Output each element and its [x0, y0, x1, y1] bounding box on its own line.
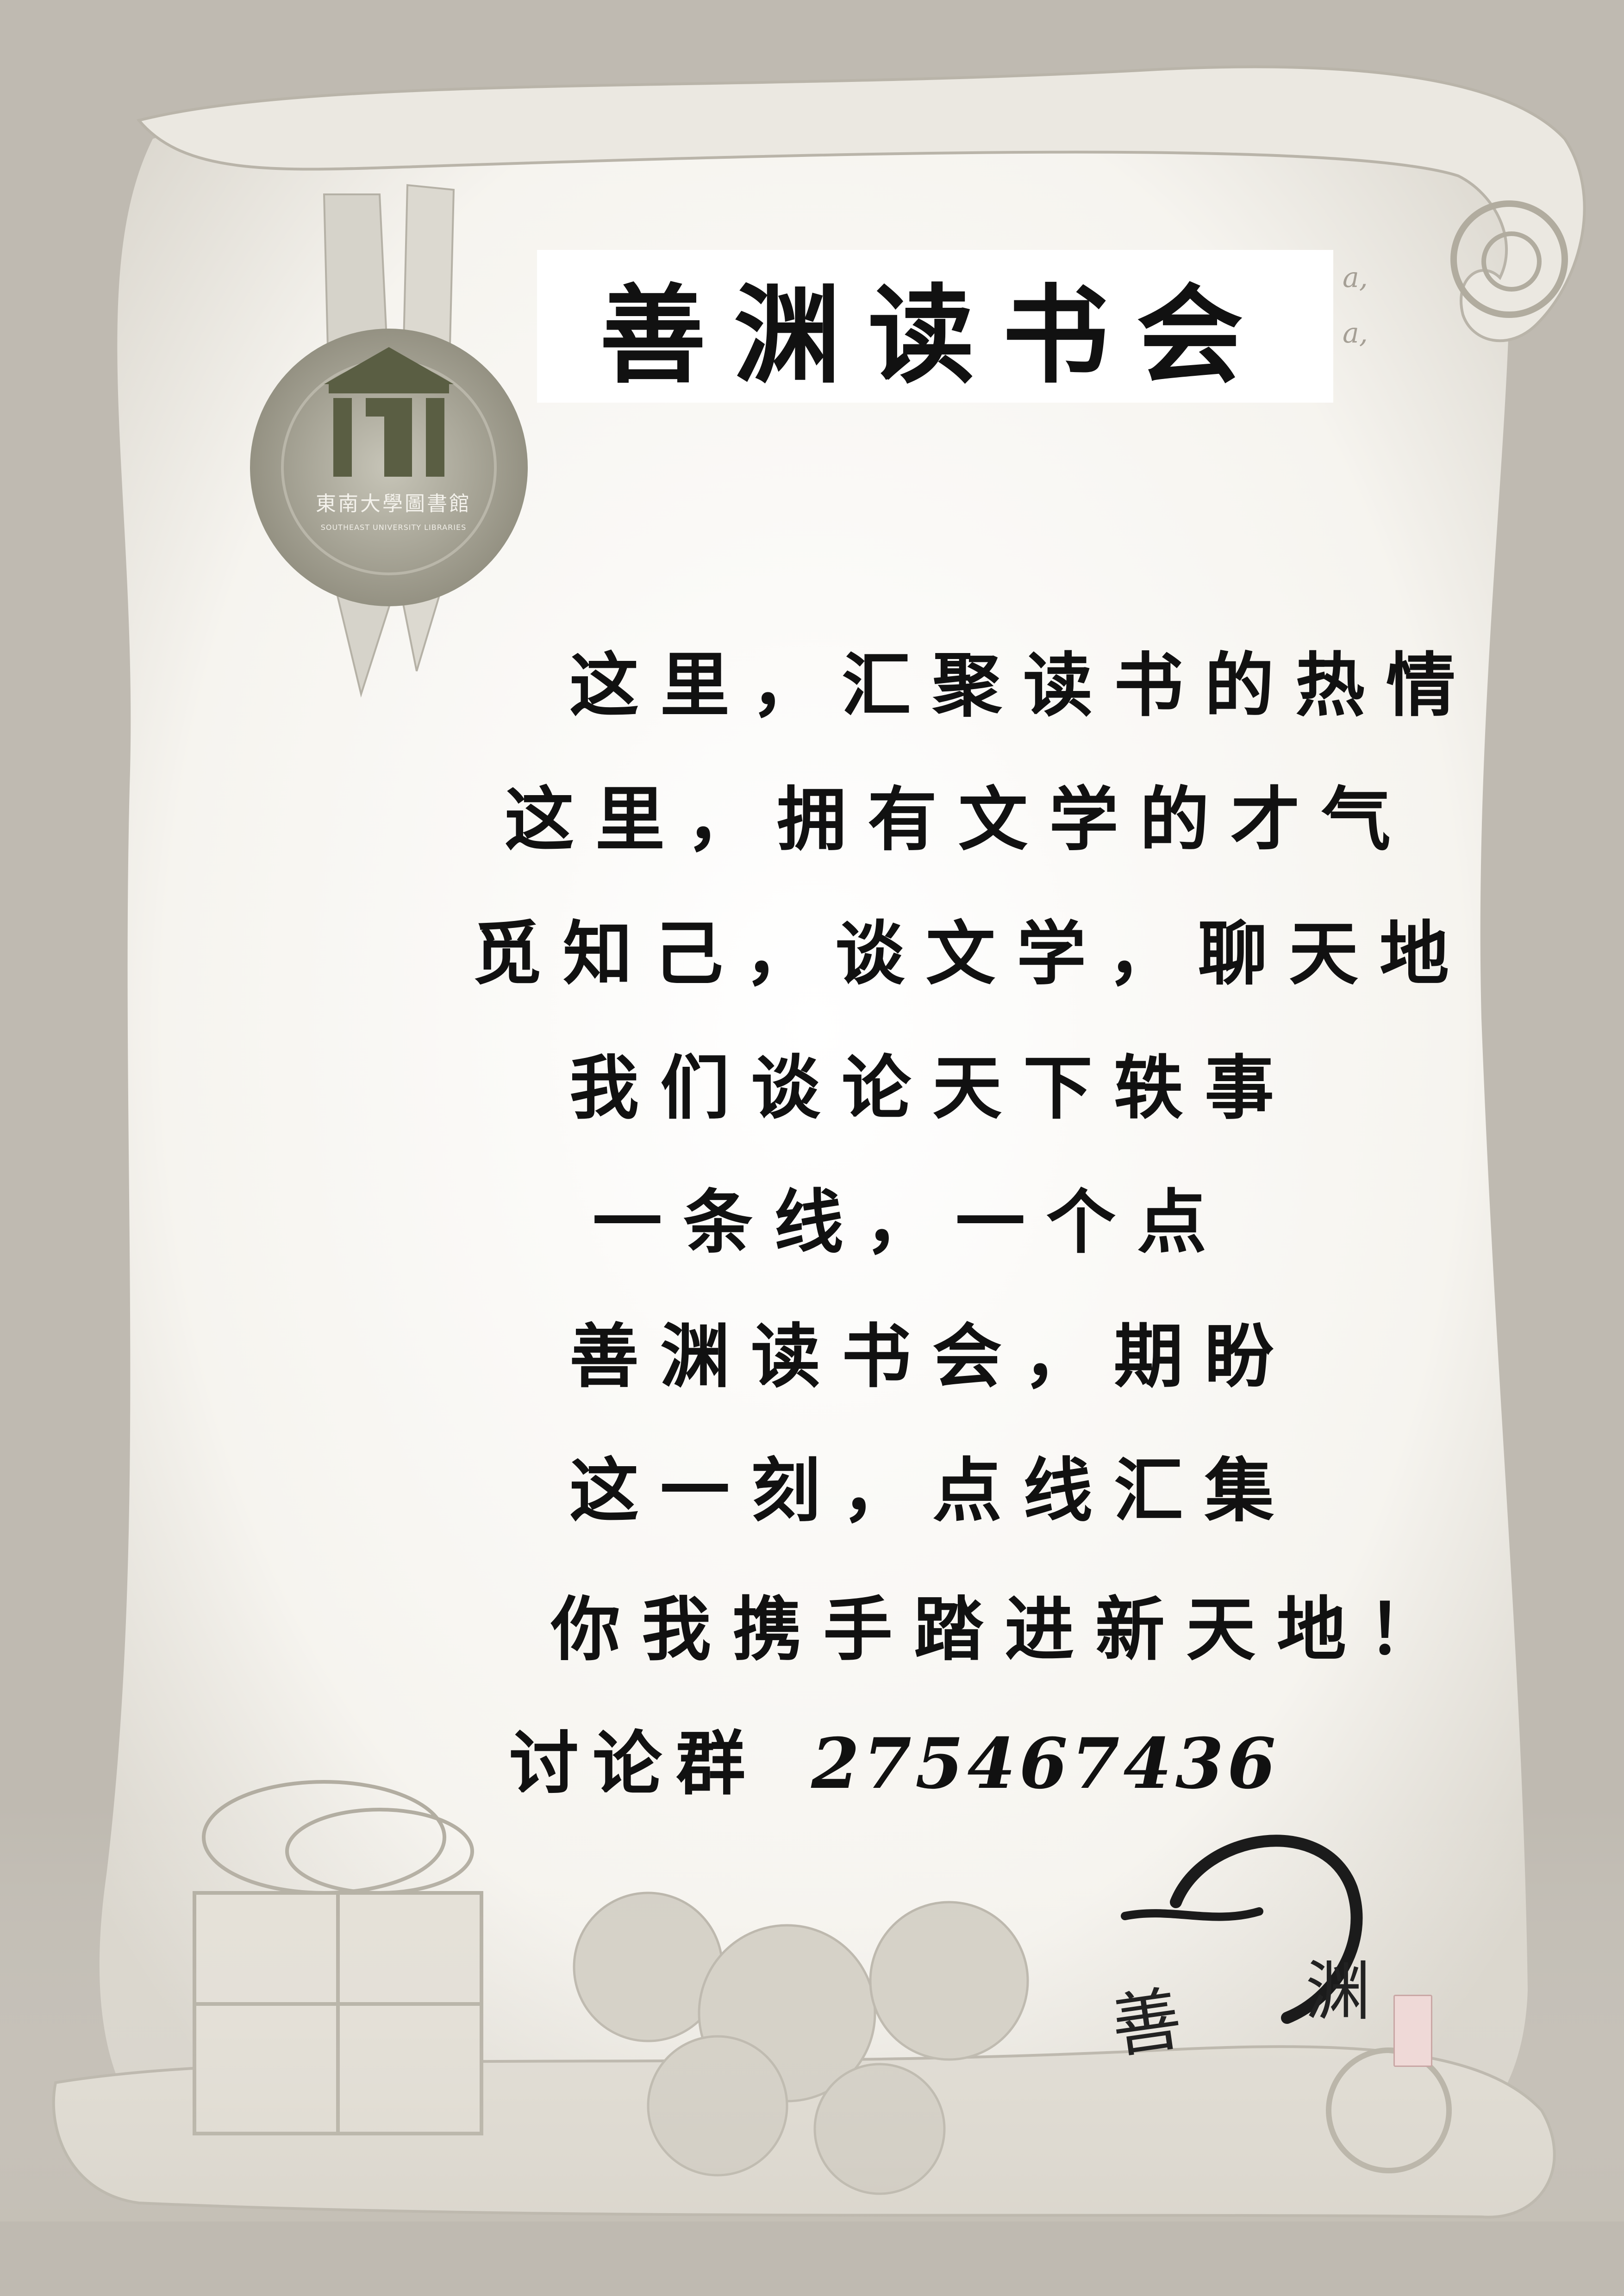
library-logo [324, 347, 454, 477]
parchment-sheet [99, 76, 1528, 2188]
poem-line: 这一刻，点线汇集 [569, 1450, 1296, 1531]
poem-line: 善渊读书会，期盼 [569, 1316, 1296, 1397]
discussion-group: 讨论群 275467436 [509, 1708, 1280, 1808]
signature-char-2: 渊 [1305, 1954, 1371, 2029]
poem-line: 你我携手踏进新天地！ [551, 1589, 1459, 1670]
roll-curl-top [1450, 200, 1568, 318]
red-seal-stamp [1393, 1995, 1432, 2067]
enso-circle [1170, 1835, 1363, 2024]
poem-line: 我们谈论天下轶事 [569, 1047, 1296, 1129]
poem-line: 这里，汇聚读书的热情 [569, 645, 1477, 726]
poem-line: 这里，拥有文学的才气 [505, 779, 1412, 860]
poem-line: 一条线，一个点 [593, 1182, 1228, 1263]
scroll-script-decoration: a, a, [1343, 261, 1368, 349]
signature-char-1: 善 [1106, 1979, 1187, 2068]
page-title: 善渊读书会 [599, 273, 1271, 398]
discussion-group-number: 275467436 [811, 1723, 1280, 1804]
title-box: 善渊读书会 [537, 250, 1333, 403]
discussion-group-label: 讨论群 [509, 1723, 760, 1804]
library-name-en: SOUTHEAST UNIVERSITY LIBRARIES [320, 523, 467, 532]
library-name-cn: 東南大學圖書館 [316, 492, 471, 516]
top-roll [136, 65, 1586, 342]
poem-line: 觅知己，谈文学，聊天地 [472, 913, 1471, 995]
